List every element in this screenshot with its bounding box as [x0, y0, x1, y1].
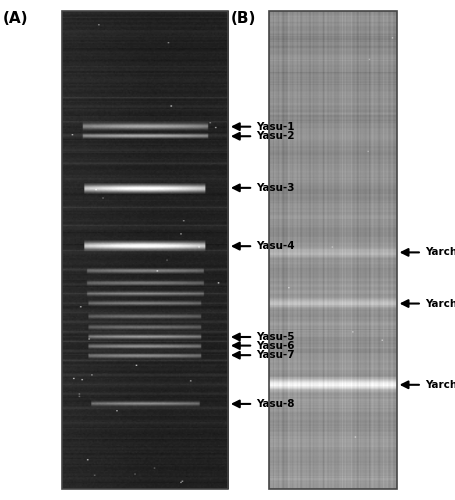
Text: Yarch-2: Yarch-2	[424, 298, 455, 308]
Text: Yasu-8: Yasu-8	[256, 399, 294, 409]
Bar	[268, 11, 396, 489]
Text: Yasu-7: Yasu-7	[256, 350, 294, 360]
Text: Yasu-6: Yasu-6	[256, 340, 294, 350]
Text: Yasu-5: Yasu-5	[256, 332, 294, 342]
Text: Yasu-3: Yasu-3	[256, 183, 294, 193]
Text: Yasu-4: Yasu-4	[256, 241, 294, 251]
Text: Yasu-1: Yasu-1	[256, 122, 294, 132]
Text: Yarch-1: Yarch-1	[424, 248, 455, 258]
Text: Yarch-4: Yarch-4	[424, 380, 455, 390]
Bar	[61, 11, 228, 489]
Text: (A): (A)	[2, 11, 28, 26]
Text: Yasu-2: Yasu-2	[256, 131, 294, 141]
Text: (B): (B)	[230, 11, 255, 26]
